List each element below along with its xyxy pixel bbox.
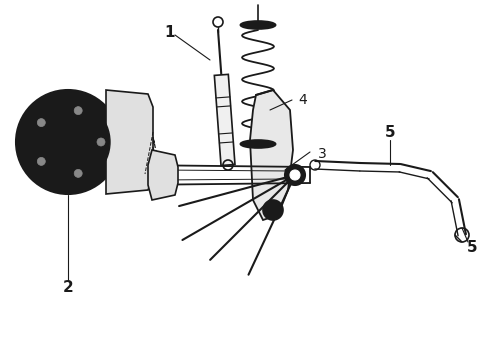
Circle shape [74, 107, 82, 114]
Polygon shape [148, 150, 178, 200]
Circle shape [40, 114, 96, 170]
Text: 3: 3 [318, 147, 327, 161]
Circle shape [268, 205, 278, 215]
Circle shape [37, 118, 45, 127]
Text: 5: 5 [385, 125, 395, 140]
Ellipse shape [241, 140, 275, 148]
Circle shape [26, 100, 110, 184]
Text: 1: 1 [165, 24, 175, 40]
Polygon shape [214, 75, 235, 166]
Circle shape [52, 126, 84, 158]
Ellipse shape [241, 21, 275, 29]
Text: 2: 2 [63, 280, 74, 296]
Polygon shape [106, 90, 153, 194]
Circle shape [16, 90, 120, 194]
Polygon shape [250, 90, 293, 220]
Circle shape [37, 157, 45, 165]
Circle shape [285, 165, 305, 185]
Circle shape [263, 200, 283, 220]
Circle shape [74, 170, 82, 177]
Circle shape [97, 138, 105, 146]
Circle shape [290, 170, 300, 180]
Circle shape [60, 134, 76, 150]
Text: 5: 5 [466, 240, 477, 256]
Text: 4: 4 [298, 93, 307, 107]
